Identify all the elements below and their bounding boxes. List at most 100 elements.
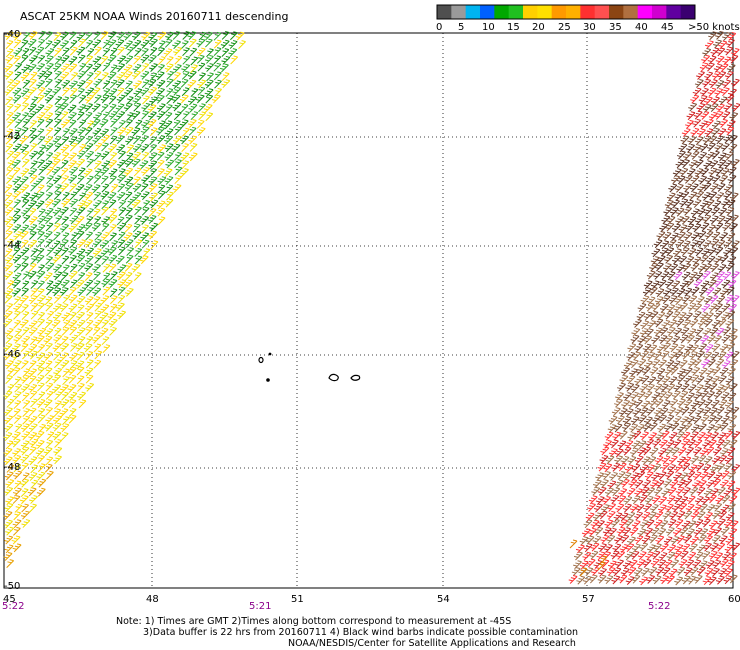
wind-barb xyxy=(672,415,682,425)
wind-barb xyxy=(656,368,666,377)
wind-barb xyxy=(4,216,14,226)
wind-barb xyxy=(708,520,718,530)
wind-barb xyxy=(585,512,595,522)
wind-barb xyxy=(649,367,659,376)
wind-barb xyxy=(710,351,720,361)
wind-barb xyxy=(731,103,740,112)
wind-barb xyxy=(22,95,30,105)
wind-barb xyxy=(666,551,676,561)
wind-barb xyxy=(622,472,632,482)
wind-barb xyxy=(685,278,695,288)
wind-barb xyxy=(649,503,659,513)
wind-barb xyxy=(30,182,38,192)
wind-barb xyxy=(53,143,62,152)
wind-barb xyxy=(84,263,94,272)
wind-barb xyxy=(589,550,599,560)
wind-barb xyxy=(45,439,54,449)
wind-barb xyxy=(158,190,166,200)
wind-barb xyxy=(604,487,614,497)
wind-barb xyxy=(85,63,93,73)
wind-barb xyxy=(78,63,87,72)
wind-barb xyxy=(681,159,690,169)
wind-barb xyxy=(707,135,717,145)
wind-barb xyxy=(52,198,61,208)
wind-barb xyxy=(100,304,110,314)
wind-barb xyxy=(68,270,78,280)
wind-barb xyxy=(44,422,54,432)
wind-barb xyxy=(75,360,85,370)
note-line: 3)Data buffer is 22 hrs from 20160711 4)… xyxy=(143,627,578,638)
wind-barb xyxy=(35,440,45,449)
wind-barb xyxy=(61,391,69,401)
wind-barb xyxy=(100,175,109,185)
wind-barb xyxy=(109,326,117,336)
wind-barb xyxy=(683,183,693,193)
wind-barb xyxy=(67,384,77,393)
wind-barb xyxy=(77,200,87,210)
wind-barb xyxy=(674,519,684,528)
wind-barb xyxy=(724,351,734,361)
wind-barb xyxy=(54,215,63,225)
wind-barb xyxy=(640,431,649,441)
wind-barb xyxy=(661,215,671,225)
wind-barb xyxy=(716,542,726,552)
wind-barb xyxy=(52,240,61,250)
wind-barb xyxy=(611,407,621,417)
wind-barb xyxy=(728,334,738,344)
wind-barb xyxy=(698,175,708,185)
wind-barb xyxy=(85,319,94,329)
wind-barb xyxy=(21,503,29,513)
wind-barb xyxy=(659,247,669,257)
wind-barb xyxy=(69,191,78,201)
wind-barb xyxy=(76,135,85,145)
wind-barb xyxy=(679,334,689,344)
wind-barb xyxy=(656,344,666,354)
wind-barb xyxy=(3,351,13,361)
wind-barb xyxy=(107,39,117,49)
wind-barb xyxy=(173,111,182,121)
wind-barb xyxy=(693,110,703,120)
wind-barb xyxy=(668,455,678,465)
wind-barb xyxy=(724,544,734,554)
wind-barb xyxy=(715,495,725,505)
wind-barb xyxy=(704,71,714,81)
wind-barb xyxy=(141,79,150,89)
wind-barb xyxy=(595,496,605,505)
wind-barb xyxy=(571,567,581,577)
legend-label: 0 xyxy=(436,22,442,33)
wind-barb xyxy=(37,280,45,290)
wind-barb xyxy=(70,232,79,241)
wind-barb xyxy=(14,423,23,433)
wind-barb xyxy=(639,464,649,474)
wind-barb xyxy=(37,366,45,376)
wind-barb xyxy=(697,318,707,328)
wind-barb xyxy=(679,390,689,400)
wind-barb xyxy=(603,544,613,553)
wind-barb xyxy=(123,64,133,74)
wind-barb xyxy=(125,96,134,105)
wind-barb xyxy=(52,280,62,290)
wind-barb xyxy=(36,399,46,408)
wind-barb xyxy=(666,304,676,314)
wind-barb xyxy=(13,55,21,65)
wind-barb xyxy=(221,72,230,81)
wind-barb xyxy=(692,504,702,514)
wind-barb xyxy=(45,31,53,41)
wind-barb xyxy=(86,175,94,185)
wind-barb xyxy=(196,127,206,136)
wind-barb xyxy=(696,544,706,554)
wind-barb xyxy=(69,31,77,41)
wind-barb xyxy=(76,230,85,240)
wind-barb xyxy=(59,352,69,362)
wind-barb xyxy=(683,174,693,184)
wind-barb xyxy=(83,343,93,353)
wind-barb xyxy=(708,31,718,41)
wind-barb xyxy=(60,111,69,120)
wind-barb xyxy=(677,311,687,321)
wind-barb xyxy=(211,94,221,104)
wind-barb xyxy=(685,256,695,265)
wind-barb xyxy=(3,511,13,520)
wind-barb xyxy=(619,375,629,384)
wind-barb xyxy=(52,63,62,73)
wind-barb xyxy=(688,543,698,553)
